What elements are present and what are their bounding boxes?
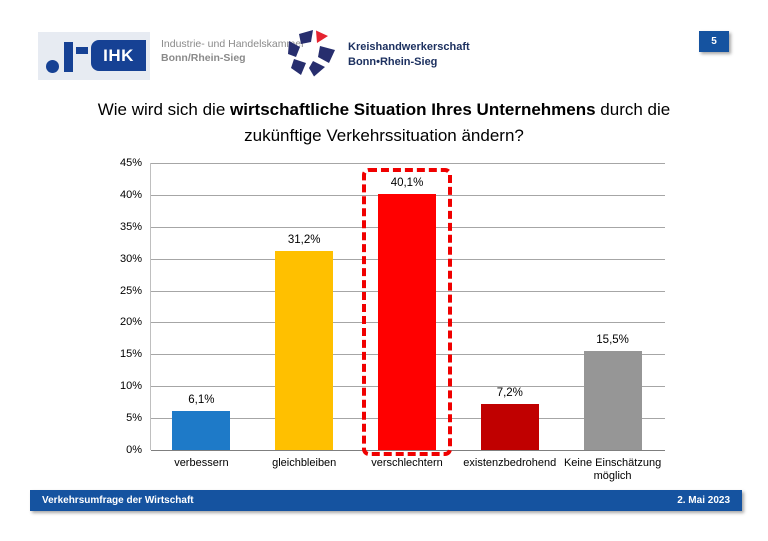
- x-axis-category-label: gleichbleiben: [272, 457, 337, 469]
- bar-verschlechtern: [378, 194, 436, 450]
- ihk-org-line1: Industrie- und Handelskammer: [161, 38, 305, 50]
- y-axis-tick-label: 5%: [126, 412, 142, 425]
- bar-verbessern: [172, 411, 231, 450]
- kreishandwerkerschaft-logo-icon: [288, 30, 335, 77]
- y-axis-tick-label: 10%: [119, 380, 142, 393]
- khs-org-line2: Bonn•Rhein-Sieg: [348, 56, 438, 68]
- ihk-logo-bar-icon: [64, 42, 73, 72]
- y-axis-tick-label: 0%: [126, 444, 142, 456]
- khs-org-name: Kreishandwerkerschaft Bonn•Rhein-Sieg: [348, 40, 470, 70]
- x-axis-category-label: Keine Einschätzung möglich: [563, 457, 662, 482]
- y-axis-tick-label: 35%: [119, 220, 142, 233]
- y-axis-tick-label: 40%: [119, 188, 142, 201]
- ihk-logo-dash-icon: [76, 47, 88, 54]
- khs-org-line1: Kreishandwerkerschaft: [348, 41, 470, 53]
- bar-value-label: 40,1%: [390, 177, 424, 190]
- x-axis-category-label: verbessern: [174, 457, 229, 469]
- ihk-logo-dot-icon: [46, 60, 59, 73]
- page-number-badge: 5: [699, 31, 729, 52]
- x-axis-category-label: verschlechtern: [371, 457, 443, 469]
- bar-value-label: 6,1%: [188, 394, 215, 407]
- y-axis-tick-label: 15%: [119, 348, 142, 361]
- ihk-logo-wordmark: IHK: [91, 40, 146, 71]
- y-axis-tick-label: 25%: [119, 284, 142, 297]
- y-axis-tick-label: 30%: [119, 252, 142, 265]
- bar-value-label: 15,5%: [596, 334, 629, 347]
- bar-existenzbedrohend: [480, 404, 539, 450]
- footer-left-text: Verkehrsumfrage der Wirtschaft: [42, 495, 194, 506]
- bar-value-label: 7,2%: [496, 387, 523, 400]
- slide-title: Wie wird sich die wirtschaftliche Situat…: [64, 97, 704, 149]
- ihk-org-name: Industrie- und Handelskammer Bonn/Rhein-…: [161, 37, 305, 65]
- bar-gleichbleiben: [275, 251, 334, 450]
- ihk-org-line2: Bonn/Rhein-Sieg: [161, 52, 246, 64]
- x-axis-category-label: existenzbedrohend: [463, 457, 557, 469]
- gridline: [151, 163, 665, 164]
- footer-bar: Verkehrsumfrage der Wirtschaft 2. Mai 20…: [30, 490, 742, 511]
- gridline: [151, 450, 665, 451]
- footer-date: 2. Mai 2023: [677, 495, 730, 506]
- y-axis-tick-label: 45%: [119, 157, 142, 169]
- ihk-logo: IHK: [38, 32, 150, 80]
- highlight-dashed-box: [362, 168, 452, 456]
- bar-keine-einsch-tzung-m-glich: [583, 351, 642, 450]
- bar-value-label: 31,2%: [287, 234, 321, 246]
- y-axis-tick-label: 20%: [119, 316, 142, 329]
- slide-title-line2: zukünftige Verkehrssituation ändern?: [244, 126, 524, 145]
- slide-title-line1: Wie wird sich die wirtschaftliche Situat…: [97, 100, 671, 119]
